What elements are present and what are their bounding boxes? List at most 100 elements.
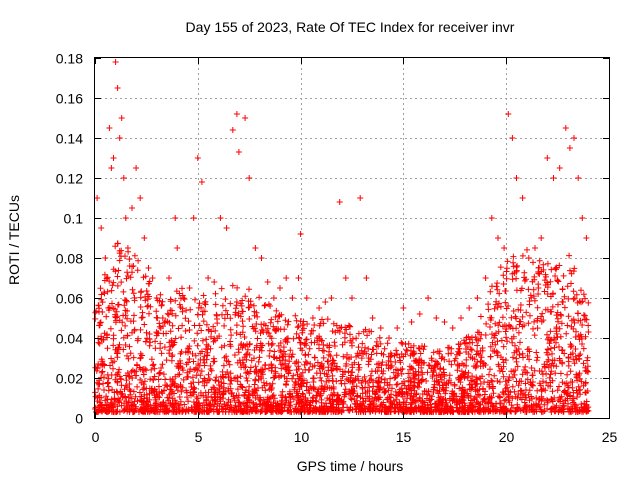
data-point-bg-2058 bbox=[123, 398, 130, 405]
data-point-bg-2378 bbox=[558, 347, 565, 354]
data-point-bg-1425 bbox=[262, 302, 269, 308]
data-point-bg-3338 bbox=[101, 374, 107, 381]
data-point-bg-1967 bbox=[515, 346, 522, 352]
data-point-bg-3398 bbox=[143, 403, 150, 410]
data-point-s0-68 bbox=[458, 315, 464, 321]
data-point-bg-2920 bbox=[347, 337, 354, 344]
data-point-bg-1370 bbox=[232, 374, 239, 381]
data-point-bg-3158 bbox=[575, 332, 582, 339]
data-point-bg-2619 bbox=[339, 341, 346, 348]
data-point-bg-3058 bbox=[135, 409, 142, 415]
data-point-bg-2969 bbox=[266, 347, 273, 354]
data-point-bg-3101 bbox=[365, 361, 372, 368]
data-point-bg-587 bbox=[118, 279, 125, 286]
data-point-bg-2573 bbox=[497, 303, 504, 310]
data-point-bg-2230 bbox=[529, 381, 536, 388]
data-point-bg-1357 bbox=[330, 365, 337, 372]
data-point-bg-1931 bbox=[540, 261, 547, 268]
data-point-bg-477 bbox=[534, 304, 541, 311]
data-point-bg-1971 bbox=[394, 351, 400, 358]
data-point-bg-3244 bbox=[137, 289, 144, 296]
data-point-bg-2699 bbox=[554, 387, 561, 394]
data-point-bg-1136 bbox=[419, 371, 426, 378]
data-point-bg-3341 bbox=[336, 328, 343, 335]
data-point-bg-1857 bbox=[509, 383, 516, 390]
data-point-bg-2684 bbox=[477, 347, 484, 354]
data-point-bg-2213 bbox=[373, 342, 380, 349]
data-point-bg-541 bbox=[159, 298, 166, 305]
data-point-bg-3035 bbox=[281, 404, 288, 411]
data-point-bg-3221 bbox=[228, 377, 235, 384]
data-point-bg-2303 bbox=[145, 280, 152, 287]
data-point-bg-147 bbox=[194, 342, 201, 349]
data-point-bg-2661 bbox=[519, 285, 525, 292]
data-point-bg-3257 bbox=[547, 308, 554, 315]
data-point-bg-2232 bbox=[146, 331, 153, 337]
data-point-bg-3138 bbox=[410, 351, 417, 358]
data-point-bg-1650 bbox=[124, 308, 131, 314]
data-point-s0-17 bbox=[145, 265, 152, 271]
data-point-bg-1578 bbox=[563, 330, 570, 337]
data-point-bg-682 bbox=[178, 388, 185, 395]
data-point-bg-2914 bbox=[258, 326, 265, 333]
data-point-bg-655 bbox=[585, 329, 592, 335]
data-point-bg-1342 bbox=[498, 354, 504, 361]
data-point-bg-2908 bbox=[124, 408, 131, 415]
data-point-bg-2481 bbox=[241, 400, 248, 406]
data-point-s0-49 bbox=[316, 305, 323, 311]
data-point-bg-3367 bbox=[297, 345, 304, 352]
data-point-s0-34 bbox=[233, 111, 240, 117]
data-point-bg-564 bbox=[304, 379, 311, 386]
data-point-bg-2644 bbox=[540, 408, 547, 415]
data-point-s0-62 bbox=[408, 319, 415, 325]
data-point-bg-3239 bbox=[173, 288, 180, 295]
data-point-bg-1868 bbox=[130, 354, 137, 361]
data-point-s0-72 bbox=[488, 215, 495, 221]
data-point-bg-3154 bbox=[140, 404, 147, 411]
data-point-bg-1958 bbox=[567, 267, 573, 274]
data-point-bg-2498 bbox=[129, 375, 136, 381]
data-point-bg-884 bbox=[548, 368, 555, 375]
data-point-bg-729 bbox=[152, 338, 159, 345]
data-point-bg-2950 bbox=[198, 368, 205, 375]
data-point-bg-2399 bbox=[251, 381, 258, 388]
data-point-bg-2488 bbox=[564, 391, 571, 398]
data-point-bg-2731 bbox=[317, 374, 324, 381]
data-point-bg-3167 bbox=[92, 364, 99, 371]
data-point-bg-136 bbox=[302, 358, 309, 365]
y-tick-label: 0.12 bbox=[56, 171, 83, 187]
data-point-bg-2956 bbox=[505, 394, 512, 401]
data-point-bg-1788 bbox=[283, 382, 290, 388]
data-point-bg-2721 bbox=[334, 398, 341, 404]
data-point-bg-2356 bbox=[430, 369, 437, 376]
data-point-bg-3129 bbox=[254, 408, 261, 415]
data-point-bg-2338 bbox=[141, 321, 148, 328]
data-point-bg-2839 bbox=[250, 405, 257, 412]
data-point-bg-1481 bbox=[471, 356, 478, 363]
data-point-bg-2803 bbox=[397, 404, 404, 411]
data-point-bg-2208 bbox=[290, 372, 297, 379]
data-point-bg-1611 bbox=[203, 336, 210, 343]
data-point-bg-1340 bbox=[167, 328, 174, 335]
data-point-bg-1215 bbox=[172, 335, 179, 342]
data-point-bg-3353 bbox=[231, 407, 238, 414]
data-point-bg-3392 bbox=[402, 408, 409, 415]
data-point-bg-2201 bbox=[296, 335, 303, 342]
data-point-bg-1807 bbox=[531, 273, 538, 280]
data-point-bg-3362 bbox=[429, 373, 436, 380]
data-point-bg-2898 bbox=[174, 387, 181, 394]
data-point-bg-3148 bbox=[528, 393, 535, 400]
data-point-bg-231 bbox=[541, 288, 548, 295]
data-point-bg-3247 bbox=[348, 369, 355, 376]
data-point-bg-1087 bbox=[290, 335, 297, 342]
data-point-bg-3071 bbox=[574, 310, 581, 317]
data-point-bg-3195 bbox=[398, 391, 405, 398]
data-point-bg-2587 bbox=[563, 380, 570, 387]
data-point-bg-3220 bbox=[179, 285, 185, 292]
data-point-bg-830 bbox=[286, 358, 293, 365]
data-point-bg-3339 bbox=[512, 393, 519, 400]
data-point-bg-605 bbox=[143, 288, 150, 294]
data-point-bg-500 bbox=[546, 374, 553, 381]
data-point-bg-1409 bbox=[123, 377, 130, 384]
data-point-bg-2679 bbox=[146, 409, 153, 415]
